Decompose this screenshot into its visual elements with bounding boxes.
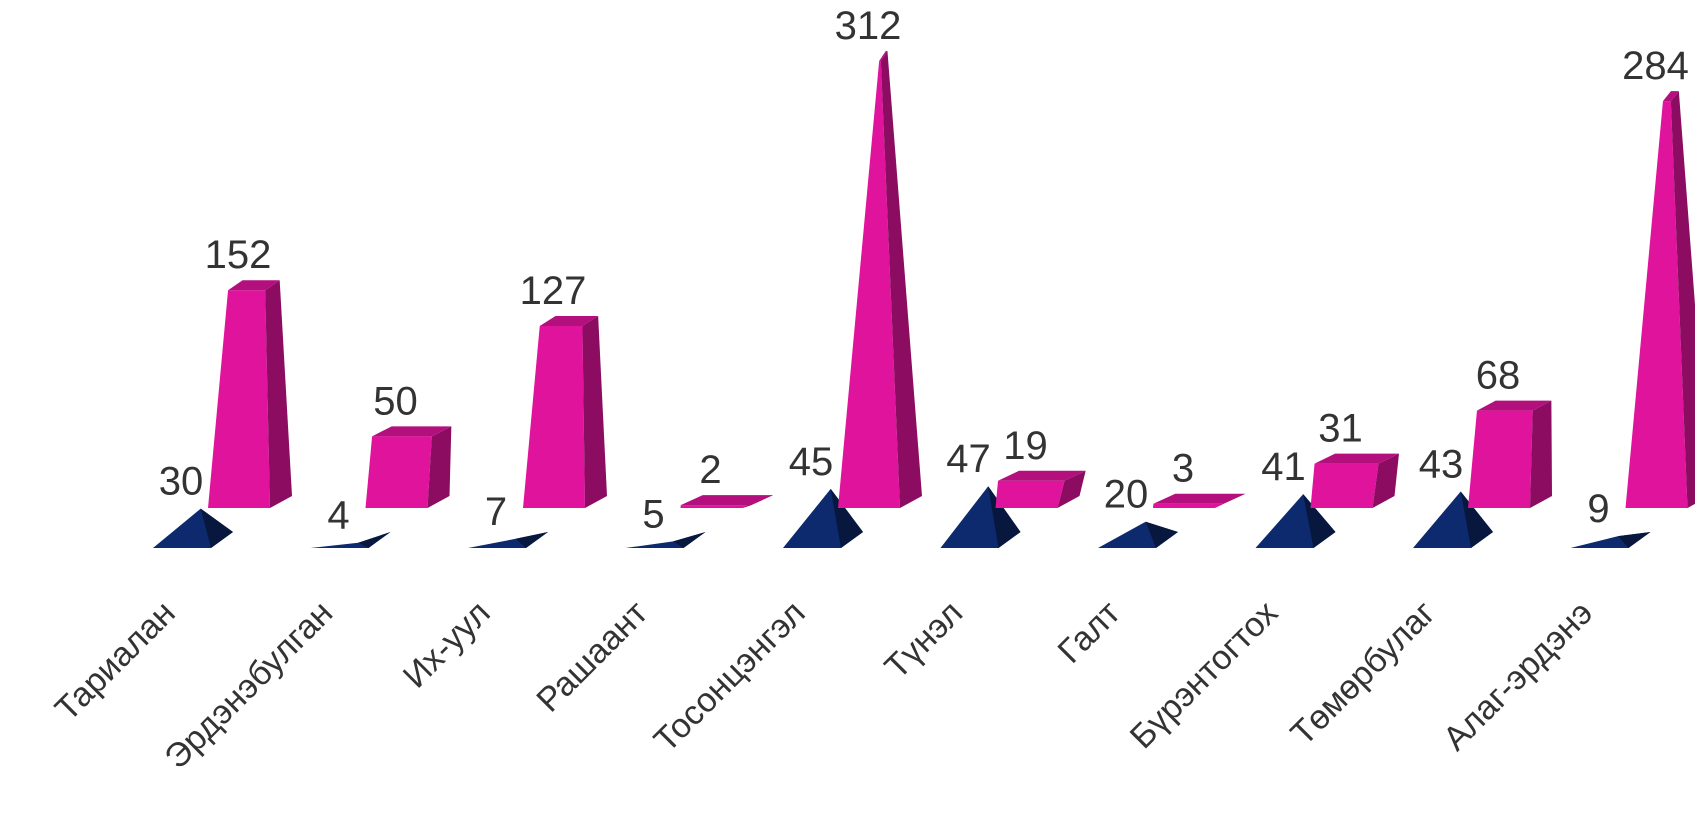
series-2-value-label: 3	[1172, 447, 1194, 491]
series-1-value-label: 7	[485, 490, 507, 534]
series-1-value-label: 47	[946, 437, 991, 481]
series-2-value-label: 19	[1003, 424, 1048, 468]
series-1-mark	[310, 532, 391, 548]
category-label: Их-уул	[396, 594, 498, 696]
category-label: Тосонцэнгэл	[647, 594, 813, 760]
series-2-value-label: 68	[1476, 354, 1521, 398]
series-2-marks	[208, 51, 1695, 508]
series-2-value-label: 284	[1622, 44, 1689, 88]
data-labels: 30 152 4 50 7 127 52 45 312 47 19 20 3 41 31 43 68 9 284	[159, 4, 1689, 538]
category-label: Төмөрбулаг	[1284, 594, 1443, 753]
series-1-value-label: 9	[1587, 487, 1609, 531]
series-2-mark	[680, 495, 774, 508]
series-2-mark	[523, 316, 607, 508]
series-1-value-label: 41	[1261, 445, 1306, 489]
series-1-mark	[468, 532, 548, 548]
category-label: Түнэл	[878, 594, 971, 687]
series-2-value-label: 312	[835, 4, 902, 48]
series-1-mark	[625, 532, 706, 548]
category-label: Эрдэнэбулган	[157, 594, 340, 777]
series-2-mark	[1310, 453, 1399, 508]
series-2-value-label: 152	[205, 233, 272, 277]
series-2-value-label: 50	[373, 379, 418, 423]
series-2-mark	[838, 51, 922, 508]
series-2-mark	[208, 280, 292, 508]
series-2-mark	[995, 470, 1086, 508]
category-label: Галт	[1051, 594, 1128, 671]
series-2-mark	[365, 426, 452, 508]
series-2-mark	[1468, 400, 1552, 508]
series-1-mark	[1570, 532, 1651, 548]
category-label: Алаг-эрдэнэ	[1436, 594, 1600, 758]
series-1-mark	[1098, 521, 1178, 548]
series-2-value-label: 127	[520, 269, 587, 313]
category-label: Тариалан	[48, 594, 183, 729]
series-2-value-label: 31	[1318, 407, 1363, 451]
category-label: Бүрэнтогтох	[1123, 594, 1285, 756]
series-1-value-label: 5	[642, 492, 664, 536]
series-2-value-label: 2	[699, 448, 721, 492]
series-1-value-label: 43	[1419, 442, 1464, 486]
series-2-mark	[1153, 493, 1246, 508]
series-1-value-label: 4	[327, 494, 349, 538]
series-2-mark	[1625, 91, 1695, 508]
series-1-value-label: 30	[159, 460, 204, 504]
series-1-value-label: 20	[1104, 473, 1149, 517]
series-1-value-label: 45	[789, 440, 834, 484]
series-1-mark	[153, 508, 233, 548]
category-label: Рашаант	[529, 594, 655, 720]
